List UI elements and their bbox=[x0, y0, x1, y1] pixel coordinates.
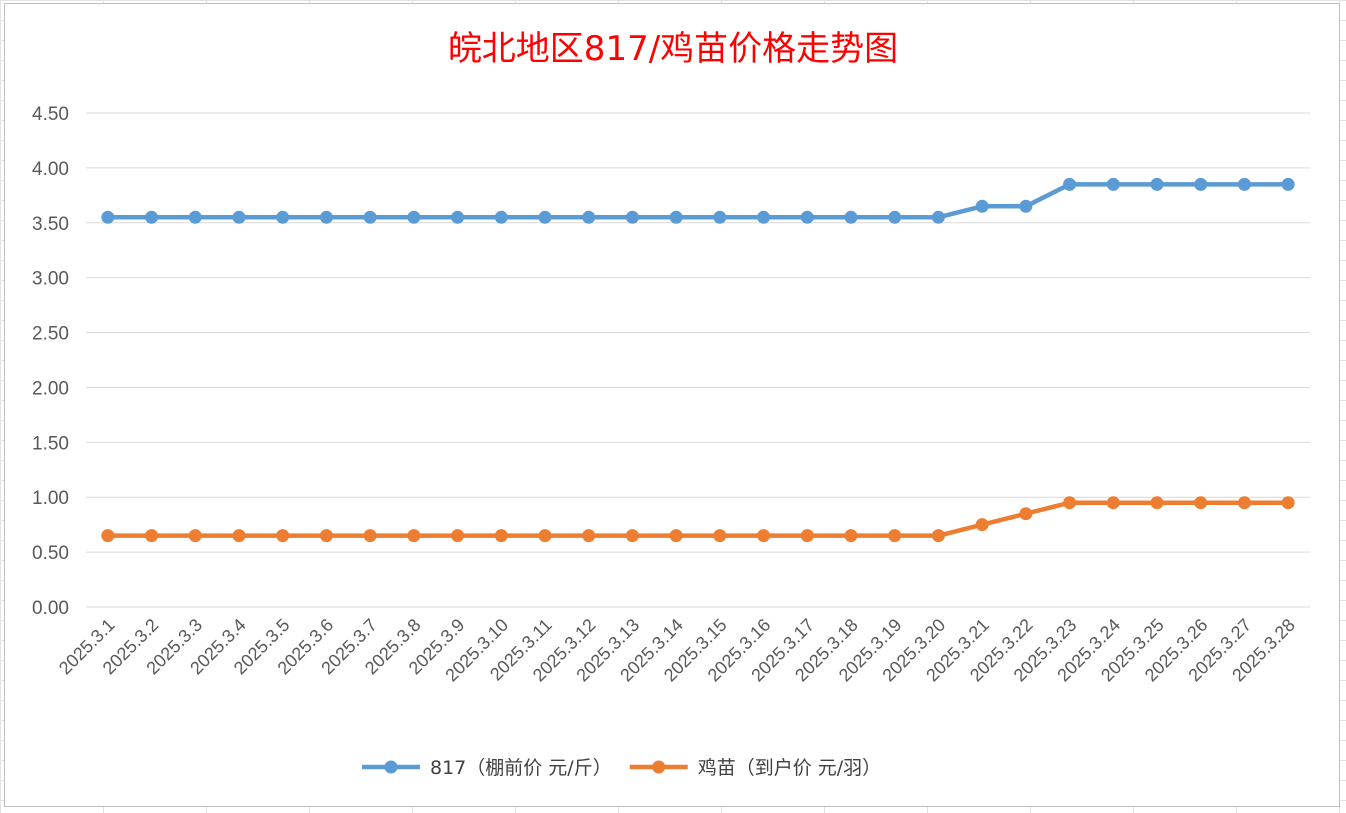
legend-marker bbox=[652, 760, 666, 774]
data-point bbox=[757, 529, 771, 543]
y-tick-label: 3.50 bbox=[32, 214, 69, 235]
data-point bbox=[1194, 177, 1208, 191]
data-point bbox=[1194, 496, 1208, 510]
data-point bbox=[538, 210, 552, 224]
data-point bbox=[1281, 496, 1295, 510]
data-point bbox=[844, 210, 858, 224]
data-point bbox=[931, 529, 945, 543]
series-2 bbox=[101, 496, 1295, 543]
series-1 bbox=[101, 177, 1295, 224]
data-point bbox=[319, 529, 333, 543]
data-point bbox=[1150, 496, 1164, 510]
y-tick-label: 3.00 bbox=[32, 269, 69, 290]
series-layer bbox=[101, 177, 1295, 543]
data-point bbox=[844, 529, 858, 543]
data-point bbox=[188, 210, 202, 224]
data-point bbox=[888, 210, 902, 224]
data-point bbox=[888, 529, 902, 543]
legend-label: 鸡苗（到户价 元/羽） bbox=[698, 757, 881, 779]
data-point bbox=[1063, 496, 1077, 510]
data-point bbox=[1106, 496, 1120, 510]
data-point bbox=[1063, 177, 1077, 191]
y-tick-label: 1.00 bbox=[32, 488, 69, 509]
data-point bbox=[800, 529, 814, 543]
data-point bbox=[1281, 177, 1295, 191]
legend-label: 817（棚前价 元/斤） bbox=[430, 757, 612, 779]
y-tick-label: 1.50 bbox=[32, 433, 69, 454]
legend-marker bbox=[384, 760, 398, 774]
data-point bbox=[1237, 496, 1251, 510]
legend-item-1: 817（棚前价 元/斤） bbox=[362, 757, 612, 779]
series-line bbox=[105, 182, 1291, 220]
data-point bbox=[451, 529, 465, 543]
y-tick-label: 2.50 bbox=[32, 324, 69, 345]
chart-title: 皖北地区817/鸡苗价格走势图 bbox=[448, 29, 898, 69]
data-point bbox=[757, 210, 771, 224]
data-point bbox=[625, 210, 639, 224]
data-point bbox=[494, 210, 508, 224]
y-tick-label: 4.50 bbox=[32, 104, 69, 125]
data-point bbox=[145, 210, 159, 224]
data-point bbox=[101, 210, 115, 224]
legend-item-2: 鸡苗（到户价 元/羽） bbox=[629, 757, 881, 779]
data-point bbox=[188, 529, 202, 543]
data-point bbox=[538, 529, 552, 543]
x-axis-ticks: 2025.3.12025.3.22025.3.32025.3.42025.3.5… bbox=[55, 615, 1299, 686]
data-point bbox=[975, 199, 989, 213]
data-point bbox=[363, 210, 377, 224]
data-point bbox=[713, 529, 727, 543]
y-axis-ticks: 0.00 0.50 1.00 1.50 2.00 2.50 3.00 3.50 4.00 4.50 bbox=[32, 104, 69, 619]
data-point bbox=[276, 529, 290, 543]
data-point bbox=[494, 529, 508, 543]
data-point bbox=[582, 529, 596, 543]
data-point bbox=[800, 210, 814, 224]
data-point bbox=[975, 518, 989, 532]
data-point bbox=[625, 529, 639, 543]
data-point bbox=[407, 210, 421, 224]
data-point bbox=[1150, 177, 1164, 191]
data-point bbox=[713, 210, 727, 224]
data-point bbox=[276, 210, 290, 224]
data-point bbox=[407, 529, 421, 543]
data-point bbox=[582, 210, 596, 224]
data-point bbox=[319, 210, 333, 224]
data-point bbox=[232, 210, 246, 224]
series-line bbox=[105, 500, 1291, 538]
data-point bbox=[145, 529, 159, 543]
data-point bbox=[669, 529, 683, 543]
data-point bbox=[232, 529, 246, 543]
data-point bbox=[101, 529, 115, 543]
chart-area[interactable] bbox=[4, 3, 1340, 807]
data-point bbox=[1019, 507, 1033, 521]
data-point bbox=[931, 210, 945, 224]
data-point bbox=[1106, 177, 1120, 191]
y-tick-label: 0.50 bbox=[32, 543, 69, 564]
data-point bbox=[669, 210, 683, 224]
data-point bbox=[363, 529, 377, 543]
y-tick-label: 0.00 bbox=[32, 598, 69, 619]
data-point bbox=[1237, 177, 1251, 191]
legend: 817（棚前价 元/斤） 鸡苗（到户价 元/羽） bbox=[362, 757, 881, 779]
data-point bbox=[451, 210, 465, 224]
y-tick-label: 2.00 bbox=[32, 378, 69, 399]
gridlines bbox=[86, 112, 1310, 608]
y-tick-label: 4.00 bbox=[32, 159, 69, 180]
data-point bbox=[1019, 199, 1033, 213]
